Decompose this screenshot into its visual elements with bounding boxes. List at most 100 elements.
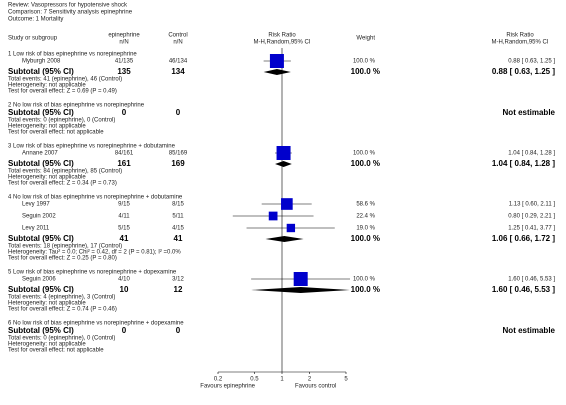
study-name: Levy 2011 [22, 226, 50, 232]
study-square [281, 198, 293, 210]
heterogeneity: Heterogeneity: not applicable [8, 175, 86, 181]
col-plot: Risk Ratio [268, 33, 296, 39]
x-tick-label: 0.2 [214, 377, 223, 383]
col-group-a-unit: n/N [119, 40, 128, 46]
events-a: 4/10 [118, 277, 130, 283]
col-estimate-method: M-H,Random,95% CI [491, 40, 548, 46]
weight: 58.6 % [356, 202, 375, 208]
total-a: 41 [120, 234, 129, 243]
x-tick-label: 2 [308, 377, 312, 383]
heterogeneity: Heterogeneity: not applicable [8, 124, 86, 130]
weight: 100.0 % [353, 277, 376, 283]
group-title: 6 No low risk of bias epinephrine vs nor… [8, 321, 184, 327]
subtotal-estimate: Not estimable [503, 326, 556, 335]
total-events: Total events: 41 (epinephrine), 46 (Cont… [8, 77, 122, 83]
events-b: 3/12 [172, 277, 184, 283]
col-group-a: epinephrine [108, 33, 140, 39]
group-title: 1 Low risk of bias epinephrine vs norepi… [8, 52, 137, 58]
subtotal-weight: 100.0 % [351, 285, 380, 294]
total-events: Total events: 0 (epinephrine), 0 (Contro… [8, 336, 115, 342]
subtotal-label: Subtotal (95% CI) [8, 108, 74, 117]
study-name: Seguin 2006 [22, 277, 56, 283]
subtotal-label: Subtotal (95% CI) [8, 234, 74, 243]
ci-label: 0.88 [ 0.63, 1.25 ] [508, 59, 555, 65]
col-plot-method: M-H,Random,95% CI [253, 40, 310, 46]
total-events: Total events: 18 (epinephrine), 17 (Cont… [8, 244, 122, 250]
group-title: 2 No low risk of bias epinephrine vs nor… [8, 103, 145, 109]
events-b: 5/11 [172, 214, 184, 220]
study-square [286, 223, 296, 233]
total-events: Total events: 84 (epinephrine), 85 (Cont… [8, 169, 122, 175]
events-a: 84/161 [115, 151, 134, 157]
study-square [269, 54, 284, 68]
total-a: 10 [120, 285, 129, 294]
study-name: Seguin 2002 [22, 214, 56, 220]
comparison: Comparison: 7 Sensitivity analysis epine… [8, 10, 133, 16]
total-events: Total events: 4 (epinephrine), 3 (Contro… [8, 295, 115, 301]
subtotal-weight: 100.0 % [351, 159, 380, 168]
total-a: 135 [117, 67, 131, 76]
events-a: 41/135 [115, 59, 134, 65]
overall-effect: Test for overall effect: Z = 0.25 (P = 0… [8, 256, 117, 262]
events-a: 4/11 [118, 214, 130, 220]
subtotal-diamond [275, 161, 292, 167]
weight: 100.0 % [353, 59, 376, 65]
subtotal-diamond [251, 287, 351, 293]
total-a: 0 [122, 108, 127, 117]
col-study: Study or subgroup [8, 36, 58, 42]
events-a: 5/15 [118, 226, 130, 232]
events-b: 4/15 [172, 226, 184, 232]
ci-label: 1.13 [ 0.60, 2.11 ] [509, 202, 556, 208]
heterogeneity: Heterogeneity: not applicable [8, 83, 86, 89]
subtotal-label: Subtotal (95% CI) [8, 67, 74, 76]
overall-effect: Test for overall effect: Z = 0.74 (P = 0… [8, 307, 117, 313]
subtotal-estimate: 0.88 [ 0.63, 1.25 ] [492, 67, 555, 76]
favours-right: Favours control [295, 384, 336, 390]
events-b: 8/15 [172, 202, 184, 208]
study-name: Levy 1997 [22, 202, 50, 208]
outcome: Outcome: 1 Mortality [8, 17, 63, 23]
events-b: 85/169 [169, 151, 188, 157]
overall-effect: Test for overall effect: Z = 0.34 (P = 0… [8, 181, 117, 187]
col-group-b-unit: n/N [173, 40, 182, 46]
total-a: 161 [117, 159, 131, 168]
weight: 100.0 % [353, 151, 376, 157]
study-square [268, 211, 278, 221]
col-weight: Weight [356, 36, 375, 42]
group-title: 4 No low risk of bias epinephrine vs nor… [8, 195, 183, 201]
study-name: Myburgh 2008 [22, 59, 61, 65]
x-tick-label: 1 [280, 377, 284, 383]
group-title: 3 Low risk of bias epinephrine vs norepi… [8, 144, 176, 150]
heterogeneity: Heterogeneity: Tau² = 0.0; Chi² = 0.42, … [8, 250, 181, 256]
overall-effect: Test for overall effect: Z = 0.69 (P = 0… [8, 89, 117, 95]
review: Review: Vasopressors for hypotensive sho… [8, 3, 128, 9]
ci-label: 1.60 [ 0.46, 5.53 ] [508, 277, 555, 283]
total-b: 12 [174, 285, 183, 294]
subtotal-diamond [263, 69, 291, 75]
events-a: 9/15 [118, 202, 130, 208]
col-group-b: Control [168, 33, 187, 39]
ci-label: 1.25 [ 0.41, 3.77 ] [508, 226, 555, 232]
total-b: 0 [176, 108, 181, 117]
overall-effect: Test for overall effect: not applicable [8, 348, 104, 354]
total-b: 134 [171, 67, 185, 76]
subtotal-estimate: 1.60 [ 0.46, 5.53 ] [492, 285, 555, 294]
ci-label: 1.04 [ 0.84, 1.28 ] [508, 151, 555, 157]
x-tick-label: 5 [344, 377, 348, 383]
study-name: Annane 2007 [22, 151, 58, 157]
total-b: 169 [171, 159, 185, 168]
overall-effect: Test for overall effect: not applicable [8, 130, 104, 136]
x-tick-label: 0.5 [250, 377, 259, 383]
favours-left: Favours epinephrine [200, 384, 255, 390]
weight: 19.0 % [356, 226, 375, 232]
subtotal-diamond [265, 236, 304, 242]
total-a: 0 [122, 326, 127, 335]
events-b: 46/134 [169, 59, 188, 65]
subtotal-estimate: Not estimable [503, 108, 556, 117]
total-b: 0 [176, 326, 181, 335]
subtotal-estimate: 1.04 [ 0.84, 1.28 ] [492, 159, 555, 168]
subtotal-label: Subtotal (95% CI) [8, 285, 74, 294]
weight: 22.4 % [356, 214, 375, 220]
heterogeneity: Heterogeneity: not applicable [8, 301, 86, 307]
subtotal-weight: 100.0 % [351, 67, 380, 76]
